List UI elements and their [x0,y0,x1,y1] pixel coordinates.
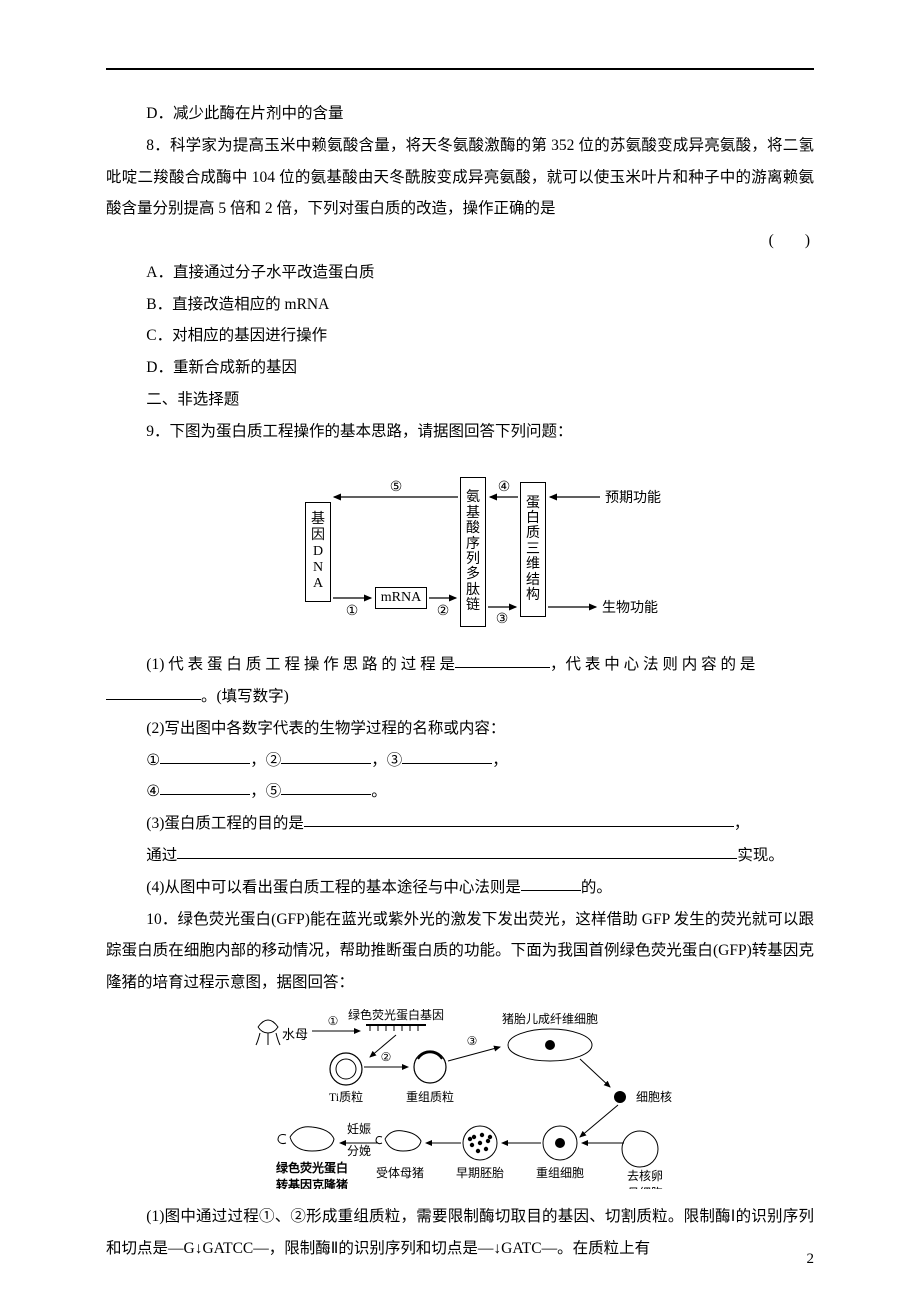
d1-seq-box: 氨 基 酸 序 列 多 肽 链 [460,477,486,627]
q9-p1-a: (1) 代 表 蛋 白 质 工 程 操 作 思 路 的 过 程 是 [146,656,455,673]
q10-p1: (1)图中通过过程①、②形成重组质粒，需要限制酶切取目的基因、切割质粒。限制酶Ⅰ… [106,1201,814,1265]
q9-stem: 9．下图为蛋白质工程操作的基本思路，请据图回答下列问题： [106,416,814,448]
d2-nucleus: 细胞核 [636,1090,672,1104]
q10-stem: 10．绿色荧光蛋白(GFP)能在蓝光或紫外光的激发下发出荧光，这样借助 GFP … [106,904,814,999]
q9-p1: (1) 代 表 蛋 白 质 工 程 操 作 思 路 的 过 程 是 ，代 表 中 … [106,649,814,681]
t: ① [146,752,160,769]
t: ， [492,752,508,769]
blank [177,843,737,860]
q9-p2-line1: ① ，② ，③ ， [106,745,814,777]
q9-p4: (4)从图中可以看出蛋白质工程的基本途径与中心法则是 的。 [106,872,814,904]
t: (3)蛋白质工程的目的是 [146,815,304,832]
d1-bio-label: 生物功能 [602,600,658,616]
section-2-heading: 二、非选择题 [106,384,814,416]
blank [521,874,581,891]
d2-n3: ③ [467,1034,478,1048]
d2-birth-a: 妊娠 [347,1122,371,1136]
blank [455,652,550,669]
q10-diagram: 水母 ① 绿色荧光蛋白基因 Ti质粒 ② 重组质粒 ③ 猪胎儿成纤维细胞 细胞核 [230,1009,690,1189]
d2-gfp-pig: 绿色荧光蛋白 转基因克隆猪 [262,1159,362,1189]
d1-label-1: ① [346,604,359,619]
d2-fetal: 猪胎儿成纤维细胞 [502,1012,598,1026]
t: 的。 [581,879,612,896]
q8-stem: 8．科学家为提高玉米中赖氨酸含量，将天冬氨酸激酶的第 352 位的苏氨酸变成异亮… [106,130,814,225]
q9-p3-line1: (3)蛋白质工程的目的是 ， [106,808,814,840]
t: 实现。 [737,847,784,864]
top-rule [106,68,814,70]
d1-label-4: ④ [498,480,511,495]
t: ，③ [371,752,402,769]
d2-ti: Ti质粒 [329,1089,363,1104]
t: ④ [146,783,160,800]
blank [160,747,250,764]
blank [160,779,250,796]
t: ， [734,815,750,832]
t: (4)从图中可以看出蛋白质工程的基本途径与中心法则是 [146,879,521,896]
t: ，② [250,752,281,769]
q8-option-b: B．直接改造相应的 mRNA [106,289,814,321]
q7-option-d: D．减少此酶在片剂中的含量 [106,98,814,130]
d2-recomb-cell: 重组细胞 [536,1166,584,1180]
d1-label-3: ③ [496,612,509,627]
d2-gfp-gene: 绿色荧光蛋白基因 [348,1009,444,1022]
d1-mrna-box: mRNA [375,587,427,609]
t: ，⑤ [250,783,281,800]
q8-option-a: A．直接通过分子水平改造蛋白质 [106,257,814,289]
d2-birth-b: 分娩 [347,1144,371,1158]
d2-enuc: 去核卵 母细胞 [610,1167,680,1189]
blank [281,779,371,796]
t: 通过 [146,847,177,864]
d1-label-5: ⑤ [390,480,403,495]
q9-p1-c: 。(填写数字) [201,688,289,705]
blank [281,747,371,764]
t: 。 [371,783,387,800]
q9-p3-line2: 通过 实现。 [106,840,814,872]
q9-p2-line2: ④ ，⑤ 。 [106,776,814,808]
q8-option-c: C．对相应的基因进行操作 [106,320,814,352]
d1-struct-box: 蛋 白 质 三 维 结 构 [520,482,546,617]
blank [304,811,734,828]
q8-option-d: D．重新合成新的基因 [106,352,814,384]
d2-recipient: 受体母猪 [376,1166,424,1180]
d2-n1: ① [328,1014,339,1028]
d2-recomb: 重组质粒 [406,1089,454,1104]
d2-n2: ② [381,1050,392,1064]
q9-p2: (2)写出图中各数字代表的生物学过程的名称或内容： [106,713,814,745]
d1-gene-box: 基 因 D N A [305,502,331,602]
blank [402,747,492,764]
page-number: 2 [807,1251,815,1268]
q9-diagram: 基 因 D N A mRNA 氨 基 酸 序 列 多 肽 链 蛋 白 质 三 维… [250,457,670,637]
d1-label-2: ② [437,604,450,619]
d2-jelly-label: 水母 [282,1027,308,1042]
d2-embryo: 早期胚胎 [456,1166,504,1180]
q9-p1-b: ，代 表 中 心 法 则 内 容 的 是 [550,656,755,673]
d1-expect-label: 预期功能 [605,490,661,506]
blank [106,684,201,701]
q8-paren: ( ) [106,225,814,257]
q9-p1-line2: 。(填写数字) [106,681,814,713]
